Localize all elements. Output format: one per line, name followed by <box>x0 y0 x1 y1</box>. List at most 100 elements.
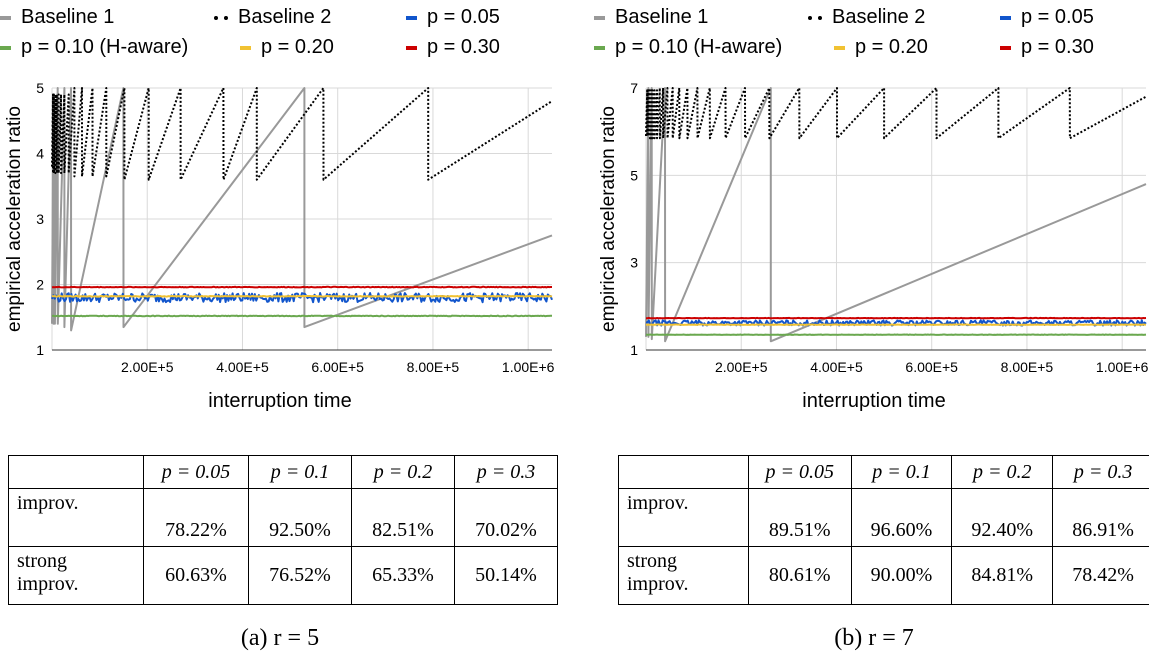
table-header-cell: p = 0.3 <box>454 455 558 489</box>
table-header-cell: p = 0.2 <box>351 455 455 489</box>
legend-label: p = 0.10 (H-aware) <box>615 36 783 58</box>
legend-item-baseline-2: Baseline 2 <box>808 6 925 29</box>
x-tick-label: 1.00E+6 <box>502 359 555 375</box>
legend-item-p030: p = 0.30 <box>1000 36 1094 59</box>
results-table: p = 0.05 p = 0.1 p = 0.2 p = 0.3 improv.… <box>618 455 1149 605</box>
legend-swatch <box>0 45 11 50</box>
table-header-row: p = 0.05 p = 0.1 p = 0.2 p = 0.3 <box>8 455 558 489</box>
row-label: strong improv. <box>8 546 144 605</box>
y-axis-title: empirical acceleration ratio <box>598 106 619 332</box>
row-label: improv. <box>8 488 144 547</box>
legend-swatch <box>214 15 228 20</box>
x-tick-label: 4.00E+5 <box>216 359 269 375</box>
x-tick-label: 4.00E+5 <box>810 359 863 375</box>
series-line-baseline-1 <box>51 87 553 332</box>
x-axis-title: interruption time <box>208 390 352 412</box>
x-tick-label: 1.00E+6 <box>1096 359 1149 375</box>
table-cell: 80.61% <box>747 546 852 605</box>
legend-swatch <box>1000 15 1011 20</box>
legend-item-p020: p = 0.20 <box>834 36 928 59</box>
x-tick-label: 8.00E+5 <box>1001 359 1054 375</box>
y-tick-label: 7 <box>630 80 638 96</box>
caption: (a) r = 5 <box>240 625 320 651</box>
table-cell: 92.50% <box>248 488 352 547</box>
table-header-row: p = 0.05 p = 0.1 p = 0.2 p = 0.3 <box>618 455 1149 489</box>
legend-label: Baseline 2 <box>832 6 926 28</box>
table-cell: 90.00% <box>850 546 953 605</box>
legend-label: Baseline 1 <box>21 6 115 28</box>
series-line-p-0-10-h-aware <box>51 314 552 318</box>
chart-b: 1 3 5 7 2.00E+5 4.00E+5 6.00E+5 8.00E+5 1.00E+6 e… <box>598 80 1149 375</box>
row-label: improv. <box>618 488 749 547</box>
legend-swatch <box>808 15 822 20</box>
row-label-line: strong <box>17 550 67 572</box>
table-header-cell: p = 0.05 <box>747 455 852 489</box>
table-row: improv. 89.51% 96.60% 92.40% 86.91% <box>618 488 1149 547</box>
row-label-line: improv. <box>627 573 689 595</box>
table-header-cell <box>618 455 749 489</box>
row-label: strong improv. <box>618 546 749 605</box>
table-header-cell: p = 0.1 <box>248 455 352 489</box>
series-line-baseline-2 <box>645 87 1147 140</box>
x-tick-label: 6.00E+5 <box>905 359 958 375</box>
results-table: p = 0.05 p = 0.1 p = 0.2 p = 0.3 improv.… <box>8 455 558 605</box>
table-row: improv. 78.22% 92.50% 82.51% 70.02% <box>8 488 558 547</box>
legend-label: p = 0.05 <box>1021 6 1094 28</box>
legend-item-p020: p = 0.20 <box>240 36 334 59</box>
table-cell: 65.33% <box>351 546 455 605</box>
x-tick-label: 6.00E+5 <box>311 359 364 375</box>
x-tick-label: 8.00E+5 <box>407 359 460 375</box>
legend-swatch <box>406 45 417 50</box>
table-cell: 50.14% <box>454 546 558 605</box>
x-tick-label: 2.00E+5 <box>121 359 174 375</box>
row-label-line: improv. <box>17 573 79 595</box>
series-line-p-0-05 <box>51 292 553 304</box>
legend-label: p = 0.20 <box>261 36 334 58</box>
table-cell: 76.52% <box>248 546 352 605</box>
legend-item-p010: p = 0.10 (H-aware) <box>0 36 188 59</box>
panel-b: Baseline 1 Baseline 2 p = 0.05 p = 0.10 … <box>594 0 1149 668</box>
table-cell: 92.40% <box>951 488 1054 547</box>
table-header-cell: p = 0.1 <box>850 455 953 489</box>
y-tick-label: 5 <box>36 80 44 96</box>
legend-label: Baseline 2 <box>238 6 332 28</box>
table-header-cell: p = 0.05 <box>143 455 249 489</box>
legend-label: p = 0.10 (H-aware) <box>21 36 189 58</box>
table-cell: 89.51% <box>747 488 852 547</box>
series-line-p-0-20 <box>51 295 553 298</box>
legend-swatch <box>240 45 251 50</box>
table-cell: 96.60% <box>850 488 953 547</box>
legend-label: p = 0.05 <box>427 6 500 28</box>
y-tick-label: 4 <box>36 146 44 162</box>
table-header-cell <box>8 455 144 489</box>
y-tick-label: 5 <box>630 167 638 183</box>
series-line-baseline-1 <box>645 87 1147 343</box>
table-row: strong improv. 60.63% 76.52% 65.33% 50.14… <box>8 546 558 605</box>
table-header-cell: p = 0.3 <box>1052 455 1149 489</box>
legend-item-baseline-1: Baseline 1 <box>0 6 114 29</box>
table-cell: 60.63% <box>143 546 249 605</box>
y-axis-title: empirical acceleration ratio <box>4 106 25 332</box>
series-line-baseline-2 <box>51 87 553 181</box>
legend-swatch <box>594 15 605 20</box>
row-label-line: strong <box>627 550 677 572</box>
table-row: strong improv. 80.61% 90.00% 84.81% 78.42… <box>618 546 1149 605</box>
caption: (b) r = 7 <box>834 625 914 651</box>
y-tick-label: 3 <box>36 211 44 227</box>
y-tick-label: 3 <box>630 255 638 271</box>
x-tick-label: 2.00E+5 <box>715 359 768 375</box>
table-cell: 86.91% <box>1052 488 1149 547</box>
legend-label: Baseline 1 <box>615 6 709 28</box>
table-cell: 78.42% <box>1052 546 1149 605</box>
y-tick-label: 1 <box>630 342 638 358</box>
legend-item-p010: p = 0.10 (H-aware) <box>594 36 782 59</box>
row-label-line: improv. <box>17 492 79 514</box>
legend-label: p = 0.30 <box>427 36 500 58</box>
chart-a: 1 2 3 4 5 2.00E+5 4.00E+5 6.00E+5 8.00E+5 1.00E+6… <box>4 80 555 375</box>
legend-item-baseline-2: Baseline 2 <box>214 6 331 29</box>
legend-label: p = 0.20 <box>855 36 928 58</box>
legend-label: p = 0.30 <box>1021 36 1094 58</box>
y-tick-label: 1 <box>36 342 44 358</box>
legend-swatch <box>594 45 605 50</box>
y-tick-label: 2 <box>36 277 44 293</box>
